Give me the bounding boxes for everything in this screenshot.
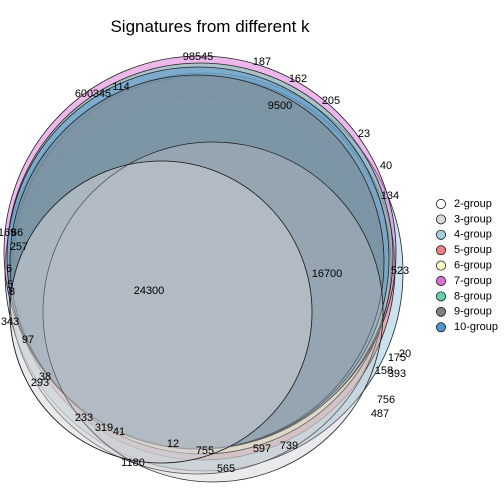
region-label: 16700: [312, 268, 343, 280]
region-label: 6: [6, 263, 12, 275]
legend-swatch: [436, 306, 446, 317]
region-label: 162: [289, 73, 307, 85]
chart-legend: 2-group 3-group 4-group 5-group 6-group 7-gro…: [436, 198, 498, 333]
region-label: 158: [375, 365, 393, 377]
region-label: 8: [9, 286, 15, 298]
legend-swatch: [436, 322, 446, 333]
legend-label: 10-group: [454, 321, 498, 333]
region-label: 20: [399, 348, 411, 360]
region-label: 12: [167, 438, 179, 450]
region-label: 97: [22, 334, 34, 346]
region-label: 41: [113, 426, 125, 438]
circle-9-group: [9, 74, 385, 450]
legend-label: 5-group: [454, 244, 492, 256]
region-label: 66: [11, 227, 23, 239]
legend-swatch: [436, 276, 446, 286]
legend-swatch: [436, 199, 446, 209]
region-label: 319: [95, 422, 113, 434]
region-label: 187: [253, 56, 271, 68]
region-label: 343: [1, 316, 19, 328]
region-label: 9500: [268, 100, 292, 112]
region-label: 393: [388, 368, 406, 380]
region-label: 5: [7, 279, 13, 291]
legend-swatch: [436, 214, 446, 225]
region-label: 24300: [134, 285, 165, 297]
region-label: 98545: [183, 51, 214, 63]
legend-label: 4-group: [454, 229, 492, 241]
region-label: 40: [380, 160, 392, 172]
group-circles: [3, 55, 404, 483]
legend-swatch: [436, 245, 446, 256]
region-label: 205: [322, 95, 340, 107]
region-label: 233: [75, 412, 93, 424]
region-label: 487: [371, 408, 389, 420]
region-label: 257: [10, 241, 28, 253]
legend-label: 8-group: [454, 290, 492, 302]
region-label: 345: [93, 88, 111, 100]
region-label: 756: [377, 394, 395, 406]
legend-swatch: [436, 291, 446, 302]
legend-label: 6-group: [454, 260, 492, 272]
region-label: 114: [112, 81, 130, 93]
legend-label: 3-group: [454, 213, 492, 225]
region-label: 175: [388, 352, 406, 364]
chart-title: Signatures from different k: [110, 17, 310, 36]
legend-label: 2-group: [454, 198, 492, 210]
region-label: 739: [280, 440, 298, 452]
legend-swatch: [436, 260, 446, 271]
region-label: 293: [31, 377, 49, 389]
region-label: 23: [358, 128, 370, 140]
circle-innermost-ring: [9, 160, 313, 464]
region-label: 1180: [121, 457, 145, 469]
region-label: 134: [381, 190, 399, 202]
region-label: 565: [217, 463, 235, 475]
legend-swatch: [436, 229, 446, 240]
circle-inner-ring: [42, 141, 384, 483]
region-label: 38: [39, 371, 51, 383]
legend-label: 9-group: [454, 306, 492, 318]
region-label: 169: [0, 227, 16, 239]
region-label: 600: [75, 88, 93, 100]
region-label: 523: [391, 265, 409, 277]
region-label: 597: [253, 443, 271, 455]
legend-label: 7-group: [454, 275, 492, 287]
region-label: 755: [196, 445, 214, 457]
